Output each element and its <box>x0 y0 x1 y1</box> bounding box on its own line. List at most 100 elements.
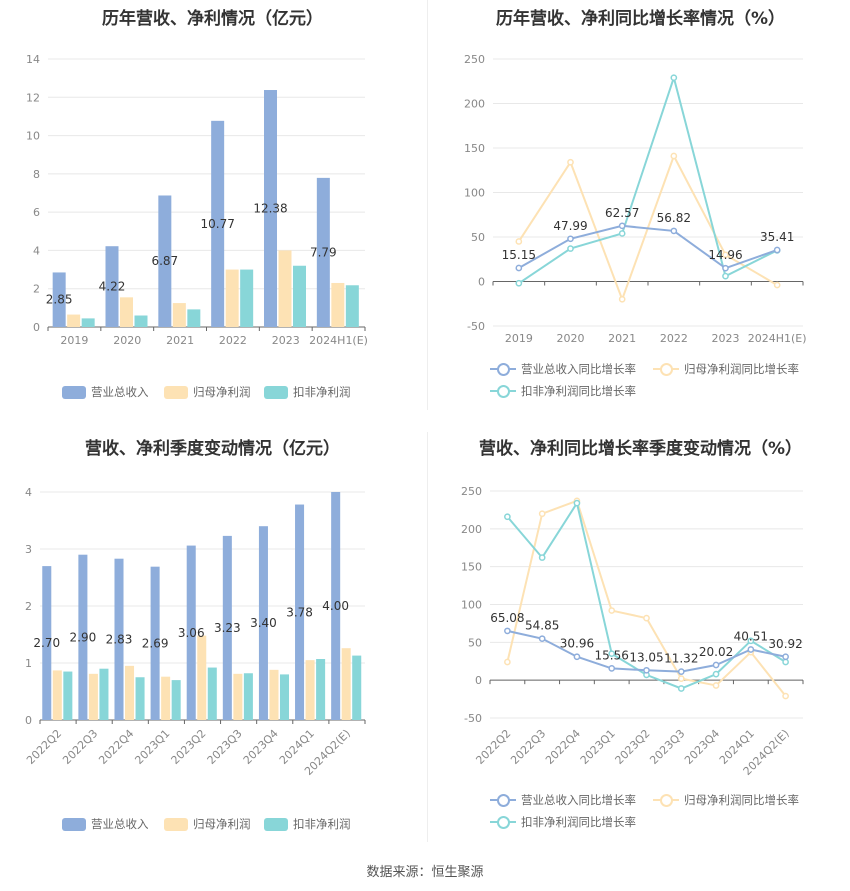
x-tick-label: 2023Q3 <box>205 727 245 767</box>
data-label: 3.78 <box>286 605 313 619</box>
point-parent-growth <box>782 692 789 700</box>
data-source-note: 数据来源：恒生聚源 <box>366 865 484 880</box>
bar-deducted-profit <box>99 668 109 720</box>
data-label: 13.05 <box>629 650 663 664</box>
x-tick-label: 2023 <box>712 332 740 345</box>
x-tick-label: 2023Q2 <box>169 727 209 767</box>
legend-swatch <box>164 817 188 831</box>
data-label: 4.22 <box>99 280 126 294</box>
x-tick-label: 2022Q2 <box>473 727 513 767</box>
legend-swatch <box>164 385 188 399</box>
y-tick-label: 100 <box>464 187 485 200</box>
legend-swatch <box>490 815 516 829</box>
legend-label: 营业总收入 <box>91 385 149 399</box>
bar-parent-profit <box>305 660 315 720</box>
annual-growth-rate-panel: 历年营收、净利同比增长率情况（%） -50 0 50 100 150 200 250 2019… <box>428 0 850 430</box>
bar-deducted-profit <box>135 677 145 720</box>
legend-label: 扣非净利润同比增长率 <box>521 384 636 398</box>
point-deducted-growth <box>608 650 616 658</box>
point-parent-growth <box>618 295 626 303</box>
bar-revenue <box>222 535 232 720</box>
data-label: 40.51 <box>734 630 768 644</box>
bar-deducted-profit <box>352 655 362 720</box>
data-label: 20.02 <box>699 645 733 659</box>
legend-item-parent-growth[interactable]: 归母净利润同比增长率 <box>653 792 799 808</box>
legend-swatch <box>62 817 86 831</box>
y-tick-label: -50 <box>467 320 485 333</box>
x-tick-label: 2022 <box>219 334 247 347</box>
bar-parent-profit <box>125 665 135 720</box>
legend-swatch <box>653 793 679 807</box>
point-revenue-growth <box>782 653 789 661</box>
y-tick-label: 250 <box>461 485 482 498</box>
y-tick-label: 50 <box>468 636 482 649</box>
legend-item-deducted-profit[interactable]: 扣非净利润 <box>264 384 351 400</box>
point-revenue-growth <box>722 264 729 272</box>
quarterly-revenue-profit-panel: 营收、净利季度变动情况（亿元） 0 1 2 3 4 2022Q2 2022Q3 2022Q4 2… <box>0 430 425 860</box>
y-tick-label: 2 <box>33 283 40 296</box>
chart-title: 历年营收、净利情况（亿元） <box>102 9 323 29</box>
quarterly-bar-chart: 012342022Q22022Q32022Q42023Q12023Q22023Q… <box>24 486 366 778</box>
legend-item-parent-profit[interactable]: 归母净利润 <box>164 816 251 832</box>
point-revenue-growth <box>712 661 720 669</box>
point-deducted-growth <box>504 513 511 521</box>
y-tick-label: 10 <box>26 130 40 143</box>
bar-deducted-profit <box>207 667 217 720</box>
legend-item-revenue[interactable]: 营业总收入 <box>62 816 149 832</box>
point-parent-growth <box>643 614 650 622</box>
point-deducted-growth <box>538 554 546 561</box>
data-label: 30.92 <box>768 637 802 651</box>
bar-deducted-profit <box>316 659 326 720</box>
x-tick-label: 2020 <box>113 334 141 347</box>
x-tick-label: 2023Q3 <box>647 727 687 767</box>
point-parent-growth <box>773 281 781 289</box>
legend-swatch <box>264 385 288 399</box>
legend-item-deducted-growth[interactable]: 扣非净利润同比增长率 <box>490 383 636 399</box>
legend-label: 扣非净利润同比增长率 <box>521 815 636 829</box>
bar-deducted-profit <box>63 671 73 720</box>
legend-label: 营业总收入同比增长率 <box>521 793 636 807</box>
bar-revenue <box>158 195 172 327</box>
legend-item-revenue-growth[interactable]: 营业总收入同比增长率 <box>490 361 636 377</box>
data-label: 3.40 <box>250 616 277 630</box>
data-label: 11.32 <box>664 652 698 666</box>
x-tick-label: 2019 <box>505 332 533 345</box>
x-tick-label: 2020 <box>557 332 585 345</box>
point-revenue-growth <box>515 264 523 272</box>
bar-parent-profit <box>161 676 171 720</box>
point-parent-growth <box>515 238 523 245</box>
x-tick-label: 2024H1(E) <box>309 334 368 347</box>
point-revenue-growth <box>608 665 616 672</box>
x-tick-label: 2023Q2 <box>613 727 653 767</box>
point-parent-growth <box>677 675 685 683</box>
point-deducted-growth <box>722 272 729 280</box>
y-tick-label: 150 <box>464 142 485 155</box>
point-deducted-growth <box>747 637 755 645</box>
legend-label: 归母净利润 <box>193 385 251 399</box>
legend-swatch <box>264 817 288 831</box>
legend-item-revenue-growth[interactable]: 营业总收入同比增长率 <box>490 792 636 808</box>
bar-revenue <box>42 566 52 720</box>
point-parent-growth <box>722 251 729 259</box>
data-label: 3.23 <box>214 621 241 635</box>
legend-item-parent-profit[interactable]: 归母净利润 <box>164 384 251 400</box>
legend-item-deducted-profit[interactable]: 扣非净利润 <box>264 816 351 832</box>
y-tick-label: 0 <box>475 674 482 687</box>
y-tick-label: 50 <box>471 231 485 244</box>
point-deducted-growth <box>677 685 685 692</box>
bar-revenue <box>114 558 124 720</box>
y-tick-label: 8 <box>33 168 40 181</box>
quarterly-line-chart: -500501001502002502022Q22022Q32022Q42023… <box>461 485 804 778</box>
point-deducted-growth <box>782 658 789 666</box>
legend-item-deducted-growth[interactable]: 扣非净利润同比增长率 <box>490 814 636 830</box>
x-tick-label: 2021 <box>608 332 636 345</box>
point-deducted-growth <box>567 245 574 252</box>
point-revenue-growth <box>504 627 511 635</box>
x-tick-label: 2022Q4 <box>543 727 583 767</box>
legend-item-revenue[interactable]: 营业总收入 <box>62 384 149 400</box>
y-tick-label: 0 <box>25 714 32 727</box>
x-tick-label: 2023Q4 <box>241 727 281 767</box>
chart-title: 营收、净利同比增长率季度变动情况（%） <box>478 439 803 459</box>
legend-item-parent-growth[interactable]: 归母净利润同比增长率 <box>653 361 799 377</box>
y-tick-label: 150 <box>461 561 482 574</box>
